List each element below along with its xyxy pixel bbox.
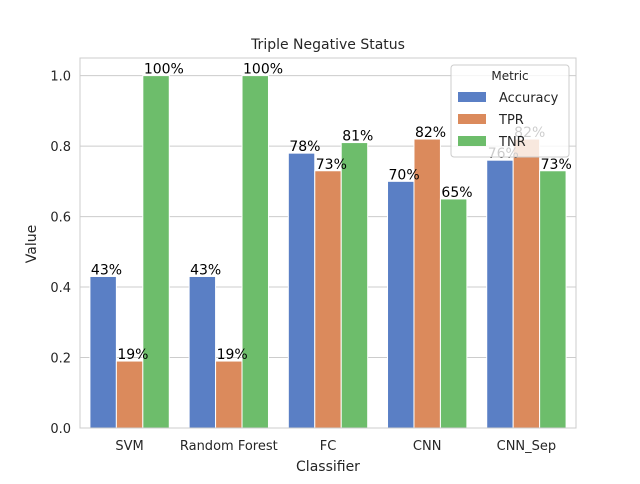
data-label: 65% — [441, 185, 472, 201]
data-label: 81% — [342, 129, 373, 145]
bar-tpr — [512, 138, 541, 429]
bar-tpr — [215, 360, 243, 429]
y-tick-label: 0.0 — [50, 422, 71, 437]
bar-accuracy — [188, 275, 217, 429]
legend-swatch-accuracy — [458, 92, 486, 102]
data-label: 100% — [243, 62, 283, 78]
data-label: 78% — [289, 139, 320, 155]
y-tick-label: 1.0 — [50, 70, 71, 85]
x-axis-label: Classifier — [296, 459, 360, 475]
data-label: 43% — [190, 262, 221, 278]
bar-accuracy — [486, 159, 514, 429]
legend-swatch-tpr — [458, 114, 486, 124]
legend-box — [450, 64, 570, 158]
bar-tnr — [539, 170, 567, 429]
labels-layer: 43%43%78%70%76%19%19%73%82%82%100%100%81… — [91, 62, 572, 363]
bar-accuracy — [287, 152, 316, 429]
y-tick-label: 0.2 — [50, 352, 71, 367]
x-tick-label: FC — [320, 439, 337, 454]
data-label: 43% — [91, 262, 122, 278]
data-label: 73% — [316, 157, 347, 173]
legend-items: Accuracy TPR TNR — [458, 91, 559, 150]
bar-tnr — [142, 75, 170, 429]
legend-swatch-tnr — [458, 136, 486, 146]
x-tick-label: CNN_Sep — [497, 439, 557, 454]
bar-tnr — [439, 198, 468, 429]
legend: Metric Accuracy TPR TNR — [450, 64, 570, 158]
data-label: 100% — [144, 62, 184, 78]
bar-accuracy — [89, 275, 117, 429]
bars-layer — [89, 75, 567, 429]
data-label: 19% — [117, 347, 148, 363]
legend-label-accuracy: Accuracy — [499, 91, 559, 106]
legend-title: Metric — [491, 69, 528, 83]
y-tick-label: 0.8 — [50, 140, 71, 155]
y-axis-label: Value — [24, 225, 40, 263]
y-tick-label: 0.4 — [50, 281, 71, 296]
bar-accuracy — [387, 180, 415, 429]
plot-frame — [79, 57, 577, 429]
chart-title: Triple Negative Status — [250, 37, 405, 53]
bar-tpr — [314, 170, 342, 429]
x-tick-label: SVM — [115, 439, 143, 454]
bar-tpr — [115, 360, 144, 429]
x-tick-label: Random Forest — [180, 439, 278, 454]
bar-tnr — [241, 75, 269, 429]
bar-tnr — [340, 142, 369, 429]
data-label: 70% — [389, 167, 420, 183]
legend-label-tnr: TNR — [498, 135, 526, 150]
data-label: 82% — [415, 125, 446, 141]
x-tick-label: CNN — [413, 439, 442, 454]
data-label: 73% — [541, 157, 572, 173]
y-tick-label: 0.6 — [50, 211, 71, 226]
ticks-layer: 0.0 0.2 0.4 0.6 0.8 1.0 SVM Random Forest FC CNN C… — [50, 70, 556, 454]
data-label: 19% — [217, 347, 248, 363]
legend-label-tpr: TPR — [498, 113, 524, 128]
